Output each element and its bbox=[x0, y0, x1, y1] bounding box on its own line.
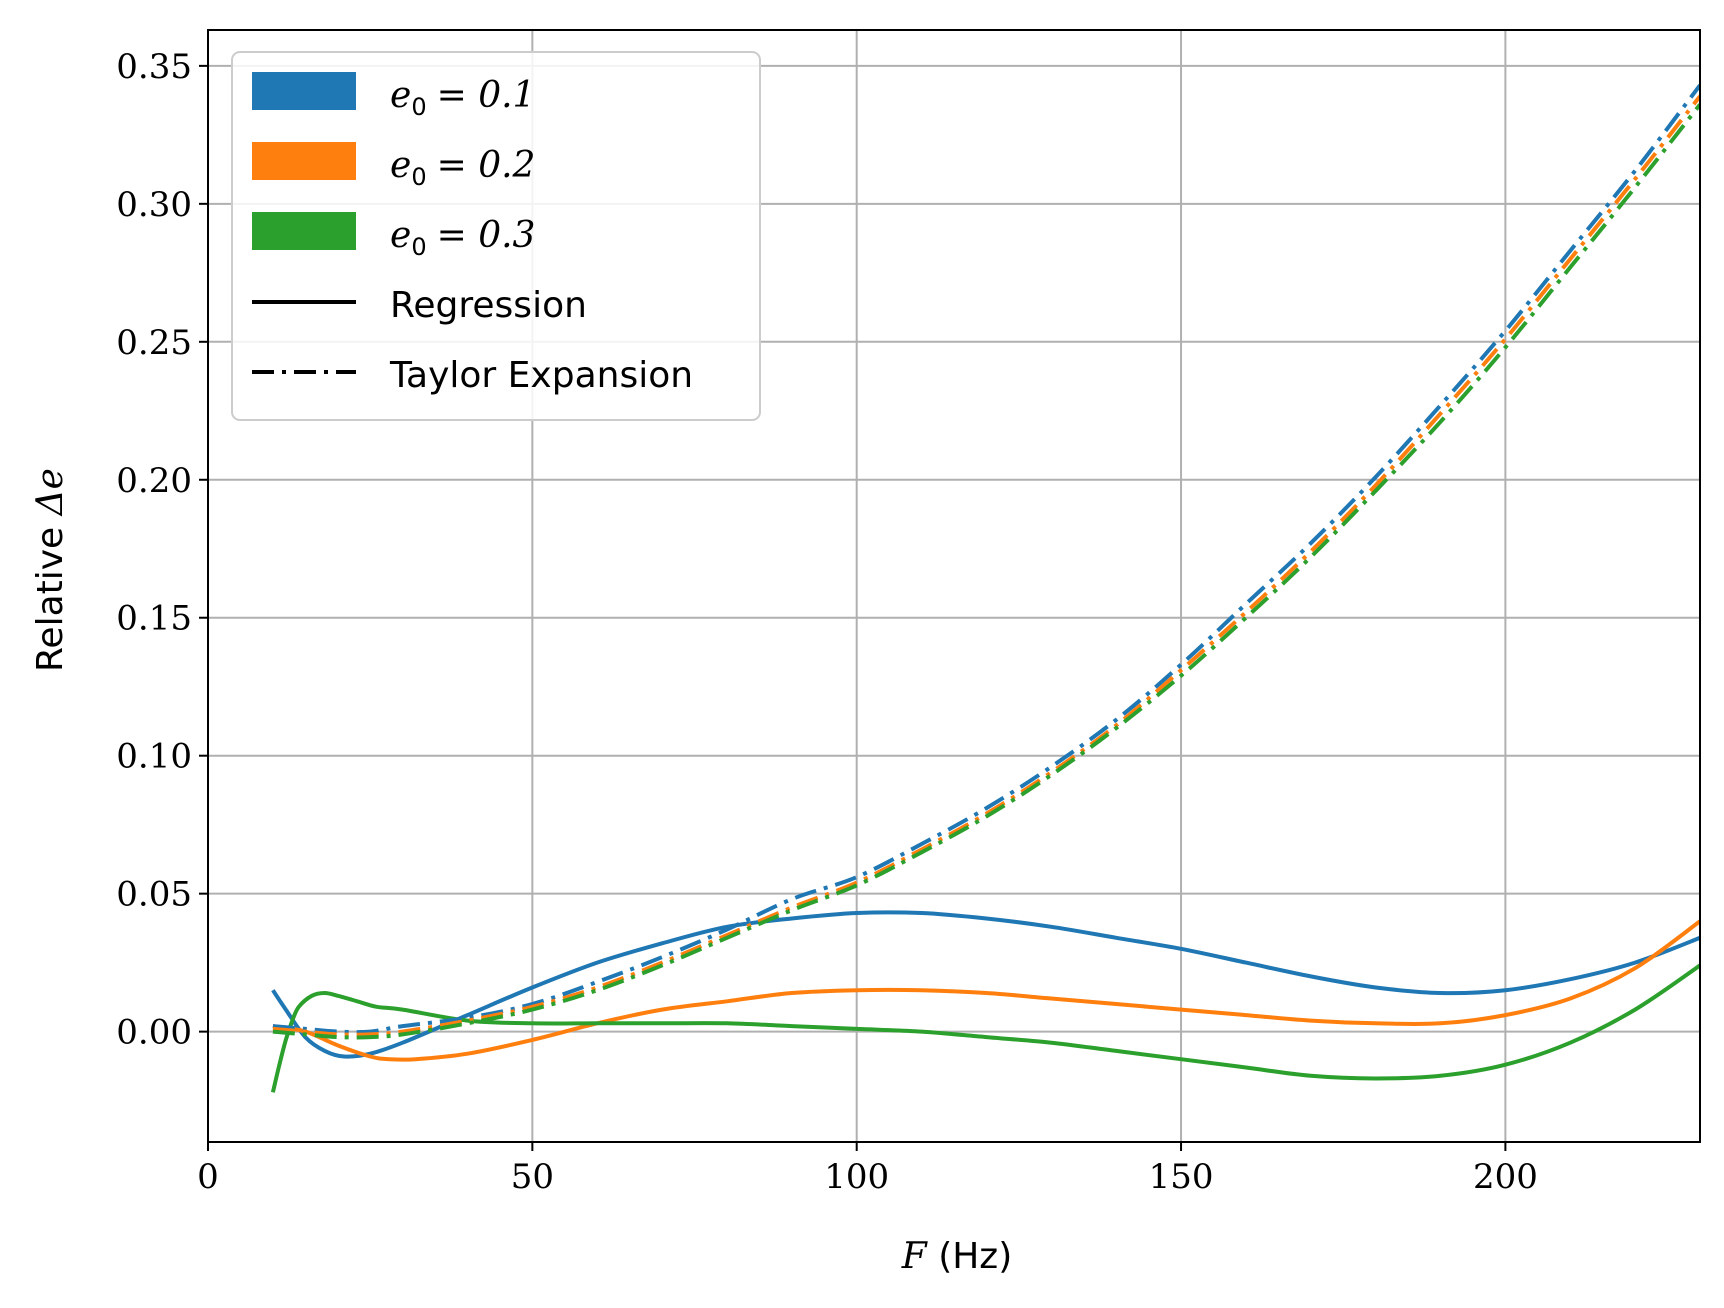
y-axis-label: Relative Δe bbox=[30, 468, 71, 672]
axis-ticks: 0 50 100 150 200 0.00 0.05 0.10 0.15 0.20 0.25 0.30… bbox=[116, 47, 1538, 1197]
legend: e0 = 0.1 e0 = 0.2 e0 = 0.3 Regression Taylo… bbox=[231, 51, 761, 421]
y-tick-label: 0.30 bbox=[116, 185, 192, 225]
y-tick-label: 0.35 bbox=[116, 47, 192, 87]
x-tick-label: 0 bbox=[197, 1157, 219, 1197]
legend-label-taylor: Taylor Expansion bbox=[389, 355, 693, 396]
legend-label-regression: Regression bbox=[390, 285, 587, 326]
taylor-line-e0-0.3 bbox=[272, 103, 1700, 1040]
legend-box bbox=[231, 51, 761, 421]
y-axis-text: Relative bbox=[30, 527, 71, 672]
grid-lines bbox=[207, 30, 1700, 1142]
y-tick-label: 0.15 bbox=[116, 599, 192, 639]
x-tick-label: 150 bbox=[1149, 1157, 1214, 1197]
y-axis-var: Δe bbox=[30, 468, 71, 517]
legend-swatch-e0-0.3 bbox=[252, 212, 356, 250]
regression-line-e0-0.2 bbox=[272, 919, 1700, 1062]
legend-swatch-e0-0.2 bbox=[252, 142, 356, 180]
x-tick-label: 50 bbox=[511, 1157, 554, 1197]
taylor-line-e0-0.1 bbox=[272, 83, 1700, 1035]
plot-frame bbox=[207, 29, 1701, 1143]
y-tick-label: 0.20 bbox=[116, 461, 192, 501]
taylor-line-e0-0.2 bbox=[272, 94, 1700, 1037]
x-axis-unit: (Hz) bbox=[938, 1236, 1012, 1277]
regression-line-e0-0.3 bbox=[270, 963, 1700, 1093]
legend-label-e0-0.2: e0 = 0.2 bbox=[390, 145, 535, 191]
legend-label-e0-0.3: e0 = 0.3 bbox=[390, 215, 535, 261]
x-tick-label: 100 bbox=[824, 1157, 889, 1197]
x-tick-label: 200 bbox=[1473, 1157, 1538, 1197]
legend-swatch-e0-0.1 bbox=[252, 72, 356, 110]
legend-label-e0-0.1: e0 = 0.1 bbox=[390, 75, 535, 121]
y-tick-label: 0.25 bbox=[116, 323, 192, 363]
x-axis-var: F bbox=[901, 1236, 929, 1277]
y-tick-label: 0.00 bbox=[116, 1013, 192, 1053]
x-axis-label: F (Hz) bbox=[901, 1236, 1013, 1277]
y-tick-label: 0.10 bbox=[116, 737, 192, 777]
plot-series bbox=[270, 83, 1700, 1093]
y-tick-label: 0.05 bbox=[116, 875, 192, 915]
